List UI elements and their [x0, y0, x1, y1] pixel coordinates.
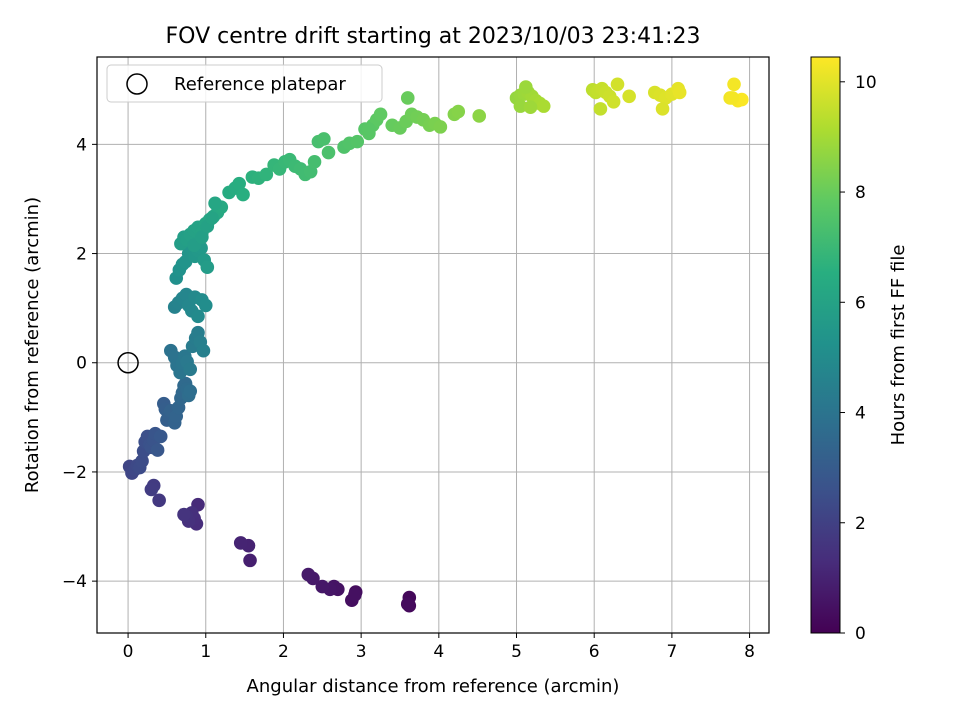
- data-point: [183, 362, 198, 377]
- data-point: [183, 384, 198, 398]
- data-point: [301, 567, 316, 582]
- data-point: [350, 134, 365, 149]
- data-point: [259, 167, 274, 182]
- data-point: [321, 145, 336, 160]
- x-tick-label: 7: [666, 642, 677, 662]
- data-point: [400, 91, 415, 105]
- colorbar-tick-label: 4: [855, 404, 866, 424]
- data-point: [317, 132, 331, 146]
- y-tick-label: 2: [76, 245, 87, 265]
- legend: Reference platepar: [106, 64, 383, 103]
- data-point: [200, 260, 215, 274]
- data-point: [191, 309, 205, 324]
- data-point: [672, 85, 687, 100]
- x-tick-label: 4: [433, 642, 444, 662]
- data-point: [593, 102, 608, 116]
- colorbar-label: Hours from first FF file: [888, 245, 909, 446]
- y-tick-label: 0: [76, 354, 87, 374]
- x-tick-label: 6: [589, 642, 600, 662]
- grid-lines: [97, 57, 769, 633]
- data-point: [198, 298, 213, 313]
- plot-frame: [96, 56, 770, 634]
- data-point: [233, 536, 248, 550]
- data-point: [606, 94, 621, 109]
- data-point: [208, 196, 222, 211]
- colorbar-tick-label: 6: [855, 293, 866, 313]
- data-point: [400, 597, 415, 611]
- data-point: [153, 429, 168, 444]
- x-axis-ticks: 0 1 2 3 4 5 6 7 8: [123, 633, 755, 662]
- data-point: [196, 343, 211, 358]
- x-tick-label: 3: [356, 642, 367, 662]
- x-tick-label: 5: [511, 642, 522, 662]
- legend-entry-label: Reference platepar: [174, 74, 346, 95]
- colorbar-tick-label: 0: [855, 624, 866, 644]
- x-tick-label: 0: [123, 642, 134, 662]
- colorbar: [810, 56, 841, 634]
- colorbar-tick-label: 2: [855, 514, 866, 534]
- data-point: [536, 99, 551, 113]
- data-point: [622, 89, 636, 104]
- x-tick-label: 1: [200, 642, 211, 662]
- data-point: [472, 109, 487, 123]
- data-point: [177, 507, 191, 522]
- data-point: [519, 80, 533, 94]
- y-tick-label: −4: [62, 572, 87, 592]
- data-points: [122, 77, 749, 613]
- colorbar-ticks: 0 2 4 6 8 10: [840, 73, 877, 644]
- data-point: [307, 155, 322, 169]
- colorbar-tick-label: 10: [855, 73, 877, 93]
- data-point: [451, 104, 466, 119]
- x-axis-label: Angular distance from reference (arcmin): [247, 676, 620, 697]
- data-point: [236, 187, 250, 202]
- data-point: [373, 107, 388, 122]
- data-point: [513, 99, 528, 113]
- data-point: [144, 482, 159, 497]
- data-point: [433, 120, 448, 134]
- data-point: [205, 211, 219, 225]
- data-point: [655, 102, 670, 116]
- data-point: [362, 122, 376, 136]
- data-point: [150, 443, 165, 457]
- legend-marker-icon: [126, 73, 148, 95]
- y-axis-ticks: −4 −2 0 2 4: [62, 135, 97, 592]
- data-point: [152, 493, 166, 508]
- y-axis-label: Rotation from reference (arcmin): [22, 197, 43, 493]
- legend-box: [106, 64, 383, 103]
- data-point: [727, 77, 741, 92]
- data-point: [243, 553, 257, 568]
- data-point: [348, 587, 362, 602]
- data-point: [610, 77, 625, 92]
- reference-point: [117, 351, 139, 374]
- data-point: [232, 176, 246, 191]
- chart-title: FOV centre drift starting at 2023/10/03 …: [166, 24, 701, 49]
- data-point: [523, 100, 538, 115]
- y-tick-label: −2: [62, 463, 87, 483]
- data-point: [725, 91, 740, 105]
- reference-marker: [117, 351, 139, 374]
- x-tick-label: 2: [278, 642, 289, 662]
- x-tick-label: 8: [744, 642, 755, 662]
- data-point: [315, 579, 330, 594]
- colorbar-tick-label: 8: [855, 183, 866, 203]
- y-tick-label: 4: [76, 135, 87, 155]
- data-point: [195, 230, 209, 244]
